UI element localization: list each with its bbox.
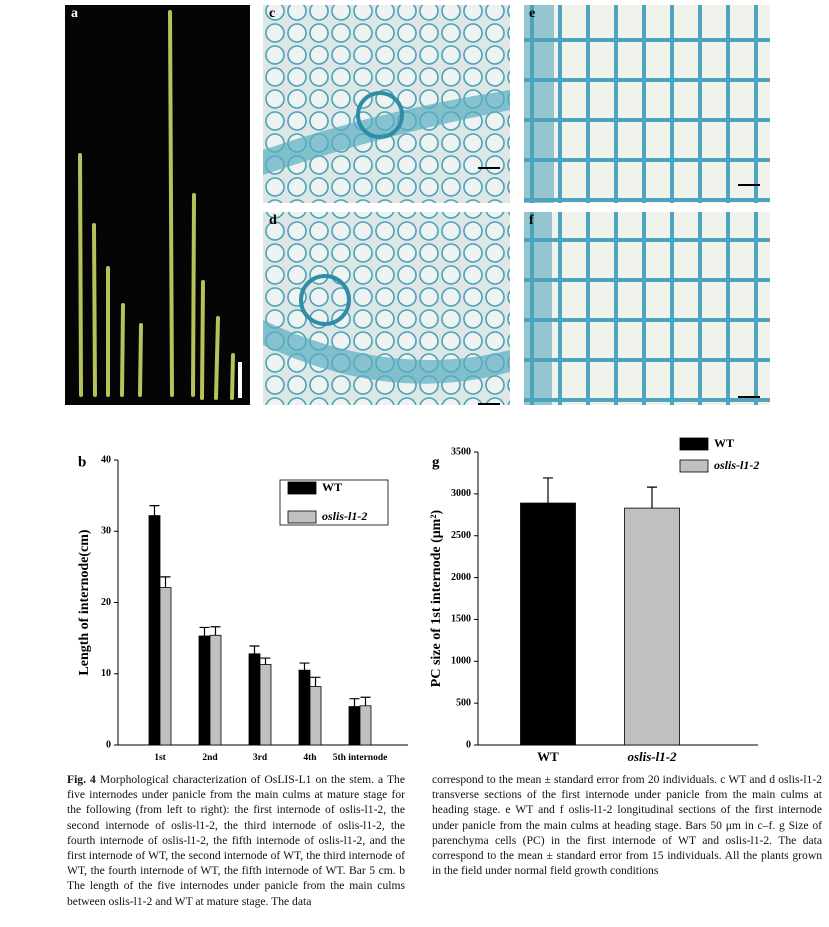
x-tick-label: 2nd <box>202 753 218 763</box>
legend-swatch <box>287 481 317 495</box>
x-tick-label: 4th <box>303 753 317 763</box>
bar <box>520 502 576 746</box>
x-tick-label: 5th internode <box>333 753 388 763</box>
panel-label: a <box>71 6 78 21</box>
photo-e: e <box>524 5 770 203</box>
panel-label: c <box>269 6 275 21</box>
x-tick-label: 1st <box>154 753 166 763</box>
legend-label: WT <box>322 480 342 494</box>
x-tick-label: WT <box>537 749 559 764</box>
y-tick-label: 20 <box>101 597 111 608</box>
y-tick-label: 2500 <box>451 530 471 541</box>
error-bar <box>210 626 221 636</box>
photo-c: c <box>263 5 510 203</box>
y-tick-label: 500 <box>456 697 471 708</box>
panel-label: b <box>78 454 86 470</box>
y-tick-label: 30 <box>101 526 111 537</box>
bar <box>298 669 311 746</box>
photo-f: f <box>524 212 770 405</box>
y-tick-label: 0 <box>106 739 111 750</box>
y-tick-label: 40 <box>101 454 111 465</box>
caption-right: correspond to the mean ± standard error … <box>432 772 822 878</box>
photo-a: a <box>65 5 250 405</box>
error-bar <box>149 505 160 516</box>
bar <box>209 634 222 746</box>
error-bar <box>349 698 360 707</box>
y-tick-label: 1500 <box>451 614 471 625</box>
caption-text: correspond to the mean ± standard error … <box>432 773 822 878</box>
panel-label: e <box>529 6 535 21</box>
photo-d: d <box>263 212 510 405</box>
bar <box>198 635 211 746</box>
y-axis-label: PC size of 1st internode (μm²) <box>429 509 444 687</box>
error-bar <box>647 486 657 509</box>
panel-label: g <box>432 454 440 470</box>
y-tick-label: 0 <box>466 739 471 750</box>
y-tick-label: 3500 <box>451 446 471 457</box>
error-bar <box>543 477 553 504</box>
error-bar <box>360 696 371 706</box>
legend-swatch <box>287 510 317 524</box>
panel-label: f <box>529 213 534 228</box>
caption-text: Morphological characterization of OsLIS-… <box>67 773 405 908</box>
error-bar <box>199 626 210 636</box>
error-bar <box>299 662 310 671</box>
x-tick-label: oslis-l1-2 <box>627 749 677 764</box>
legend-swatch <box>679 459 709 473</box>
bar <box>148 515 161 746</box>
error-bar <box>249 645 260 654</box>
bar <box>348 706 361 746</box>
bar <box>248 653 261 746</box>
y-tick-label: 3000 <box>451 488 471 499</box>
bar <box>259 664 272 746</box>
error-bar <box>260 657 271 665</box>
panel-label: d <box>269 213 277 228</box>
y-tick-label: 1000 <box>451 656 471 667</box>
bar <box>159 587 172 746</box>
x-tick-label: 3rd <box>253 753 268 763</box>
legend-label: oslis-l1-2 <box>322 509 367 523</box>
legend-swatch <box>679 437 709 451</box>
bar <box>309 686 322 746</box>
y-tick-label: 10 <box>101 668 111 679</box>
caption-left: Fig. 4 Morphological characterization of… <box>67 772 405 909</box>
y-axis-label: Length of internode(cm) <box>77 529 92 676</box>
legend-label: WT <box>714 436 734 450</box>
y-tick-label: 2000 <box>451 572 471 583</box>
error-bar <box>310 676 321 687</box>
legend-label: oslis-l1-2 <box>714 458 759 472</box>
bar <box>359 705 372 746</box>
caption-label: Fig. 4 <box>67 773 96 786</box>
error-bar <box>160 576 171 588</box>
bar <box>624 507 680 746</box>
